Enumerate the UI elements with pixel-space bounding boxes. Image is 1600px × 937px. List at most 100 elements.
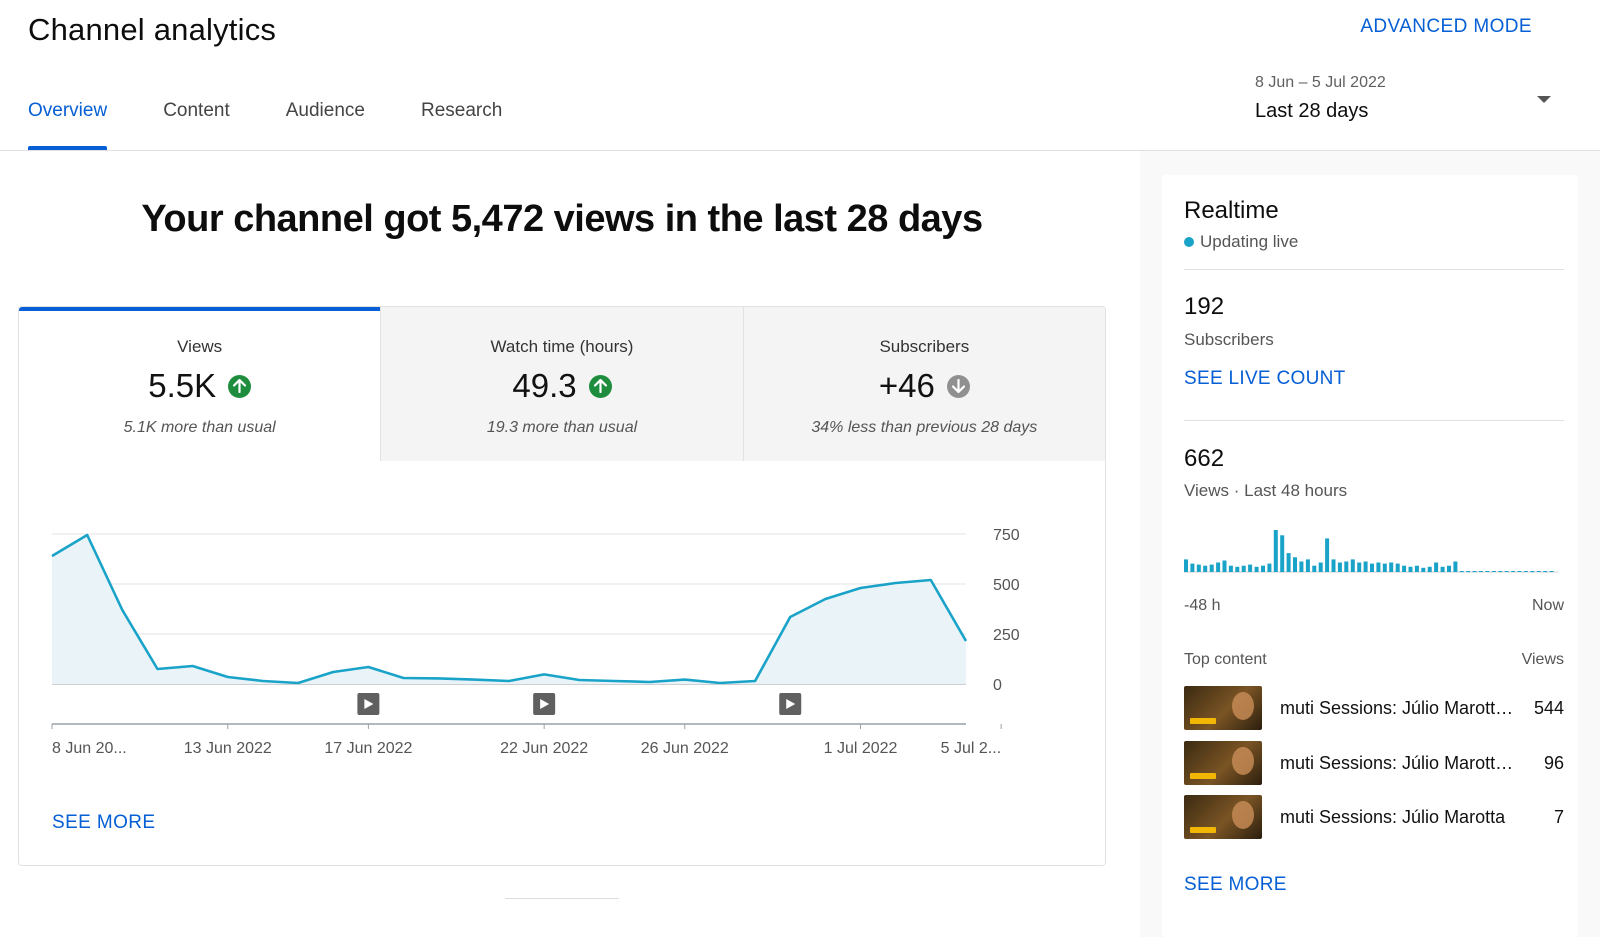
subscriber-count: 192 (1184, 293, 1225, 320)
arrow-up-icon (588, 374, 612, 398)
realtime-bar (1408, 566, 1413, 573)
metric-views[interactable]: Views 5.5K 5.1K more than usual (19, 307, 381, 461)
realtime-bar (1517, 571, 1522, 572)
top-content-item[interactable]: muti Sessions: Júlio Marotta - Raiz 96 (1184, 741, 1564, 785)
tab-research[interactable]: Research (420, 100, 503, 121)
realtime-bar (1530, 571, 1535, 573)
realtime-bar (1312, 565, 1317, 572)
y-tick-label: 750 (993, 527, 1020, 544)
realtime-bar (1382, 563, 1387, 572)
header-divider (0, 150, 1600, 151)
axis-end-label: Now (1531, 597, 1564, 614)
realtime-bar (1389, 562, 1394, 572)
realtime-bar (1254, 566, 1259, 573)
x-tick-label: 5 Jul 2... (941, 740, 1001, 757)
bottom-handle (505, 898, 619, 899)
realtime-bar (1267, 563, 1272, 572)
arrow-down-icon (946, 374, 970, 398)
realtime-bar (1293, 557, 1297, 572)
video-thumbnail (1184, 686, 1262, 730)
realtime-bar (1357, 562, 1362, 572)
realtime-bar (1286, 553, 1291, 572)
views-label: Views · Last 48 hours (1184, 481, 1348, 500)
realtime-bar (1498, 571, 1503, 572)
metric-value: 5.5K (148, 367, 217, 404)
realtime-bar (1421, 567, 1426, 572)
metric-label: Views (177, 337, 223, 356)
video-title: muti Sessions: Júlio Marotta - Raiz (1280, 752, 1516, 773)
views-count: 662 (1184, 445, 1225, 472)
see-more-button[interactable]: SEE MORE (52, 812, 156, 833)
date-range-text: 8 Jun – 5 Jul 2022 (1255, 74, 1386, 91)
play-icon (786, 699, 796, 709)
realtime-bar (1222, 560, 1227, 573)
realtime-bar (1273, 530, 1278, 572)
axis-start-label: -48 h (1184, 597, 1221, 614)
overview-card: Views 5.5K 5.1K more than usual Watch ti… (18, 306, 1106, 866)
play-icon (540, 699, 550, 709)
realtime-bar (1350, 559, 1355, 572)
realtime-bar (1299, 561, 1304, 572)
realtime-bar (1248, 564, 1253, 572)
realtime-bar (1241, 565, 1246, 572)
metric-watch-time[interactable]: Watch time (hours) 49.3 19.3 more than u… (380, 307, 743, 461)
live-dot-icon (1184, 237, 1194, 247)
realtime-card: Realtime Updating live 192 Subscribers S… (1162, 175, 1578, 937)
realtime-bar (1190, 563, 1195, 572)
tab-audience[interactable]: Audience (285, 100, 365, 121)
see-more-top-content-button[interactable]: SEE MORE (1184, 874, 1287, 895)
realtime-bar (1414, 565, 1419, 572)
y-tick-label: 0 (993, 677, 1002, 694)
realtime-bar (1363, 561, 1368, 572)
subscriber-label: Subscribers (1184, 330, 1274, 349)
realtime-bar (1331, 559, 1336, 572)
realtime-bar (1549, 571, 1554, 572)
realtime-bar (1511, 571, 1516, 572)
see-live-count-button[interactable]: SEE LIVE COUNT (1184, 368, 1346, 389)
x-tick-label: 1 Jul 2022 (824, 740, 898, 757)
video-views: 7 (1553, 806, 1564, 827)
views-line (51, 533, 968, 685)
caret-down-icon (1537, 96, 1551, 103)
top-content-item[interactable]: muti Sessions: Júlio Marotta - Wolf 544 (1184, 686, 1564, 730)
realtime-bar (1337, 562, 1342, 572)
realtime-bar (1543, 571, 1548, 573)
realtime-bar (1491, 571, 1496, 572)
advanced-mode-button[interactable]: ADVANCED MODE (1360, 16, 1532, 37)
realtime-bar (1344, 561, 1349, 572)
realtime-bar (1523, 571, 1528, 572)
realtime-bar (1472, 571, 1477, 573)
metric-note: 5.1K more than usual (123, 419, 276, 436)
realtime-bar (1318, 562, 1323, 572)
video-title: muti Sessions: Júlio Marotta - Wolf (1280, 697, 1516, 718)
realtime-bar (1479, 571, 1483, 572)
realtime-title: Realtime (1184, 197, 1279, 224)
realtime-bar (1427, 566, 1432, 573)
realtime-bar (1447, 565, 1451, 572)
realtime-bar (1466, 571, 1471, 573)
metric-note: 34% less than previous 28 days (811, 419, 1038, 436)
views-area (52, 535, 966, 684)
x-tick-label: 8 Jun 20... (52, 740, 127, 757)
x-tick-label: 26 Jun 2022 (641, 740, 729, 757)
x-tick-label: 22 Jun 2022 (500, 740, 588, 757)
metric-value: +46 (878, 367, 935, 404)
realtime-bar (1261, 565, 1265, 572)
tab-overview[interactable]: Overview (28, 100, 108, 150)
video-title: muti Sessions: Júlio Marotta (1280, 806, 1506, 827)
realtime-bar (1402, 565, 1407, 572)
date-range-picker[interactable]: 8 Jun – 5 Jul 2022 Last 28 days (1255, 74, 1555, 134)
tab-content[interactable]: Content (163, 100, 230, 121)
video-thumbnail (1184, 795, 1262, 839)
y-tick-label: 250 (993, 627, 1020, 644)
metric-subscribers[interactable]: Subscribers +46 34% less than previous 2… (742, 307, 1105, 461)
video-views: 544 (1533, 697, 1564, 718)
top-content-views-label: Views (1521, 651, 1564, 668)
realtime-bar (1196, 564, 1201, 572)
x-tick-label: 13 Jun 2022 (184, 740, 272, 757)
realtime-bar (1395, 563, 1400, 572)
live-status-label: Updating live (1200, 232, 1299, 251)
realtime-bar (1440, 566, 1445, 573)
top-content-item[interactable]: muti Sessions: Júlio Marotta 7 (1184, 795, 1564, 839)
